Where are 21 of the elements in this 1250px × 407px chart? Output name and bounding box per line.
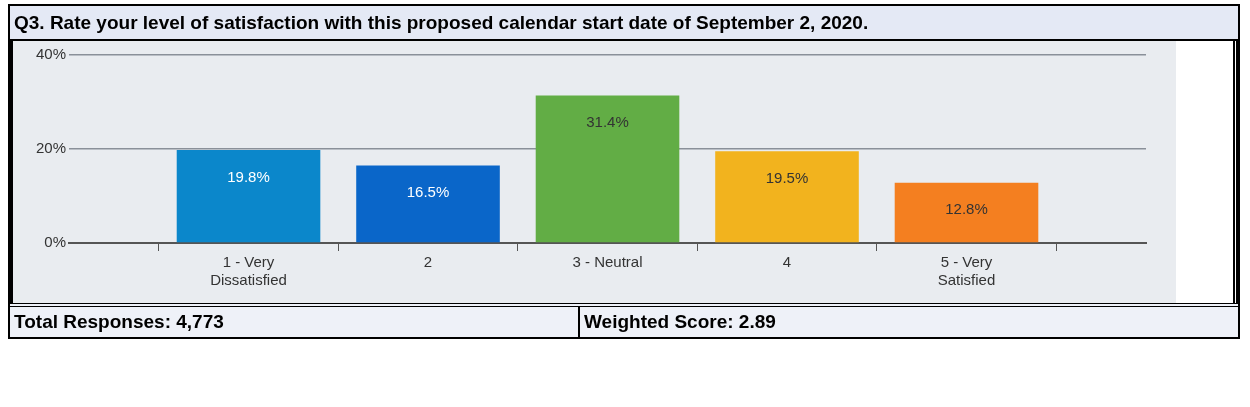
data-label: 31.4% (586, 113, 629, 131)
bar (535, 95, 680, 243)
x-tick-label: 2 (423, 253, 433, 271)
text: Total Responses: 4,773 (10, 307, 580, 337)
x-tick-label: 1 - Very Dissatisfied (210, 253, 287, 289)
data-label: 19.5% (765, 168, 809, 186)
x-tick-label: 4 (782, 253, 792, 271)
x-tick-label: 3 - Neutral (572, 253, 643, 271)
data-label: 16.5% (406, 183, 450, 201)
y-tick-label: 0% (44, 233, 67, 251)
data-label: 12.8% (945, 200, 988, 218)
y-tick-label: 20% (35, 139, 67, 157)
text: Weighted Score: 2.89 (583, 310, 777, 334)
bar (715, 151, 859, 243)
chart-title: Q3. Rate your level of satisfaction with this proposed calendar start date of September 2, 2020. (10, 6, 1238, 41)
bar (894, 182, 1039, 243)
bar (176, 149, 321, 243)
data-label: 19.8% (227, 167, 270, 185)
y-tick-label: 40% (35, 45, 67, 63)
x-tick-label: 5 - Very Satisfied (937, 253, 996, 289)
bar (356, 165, 500, 243)
